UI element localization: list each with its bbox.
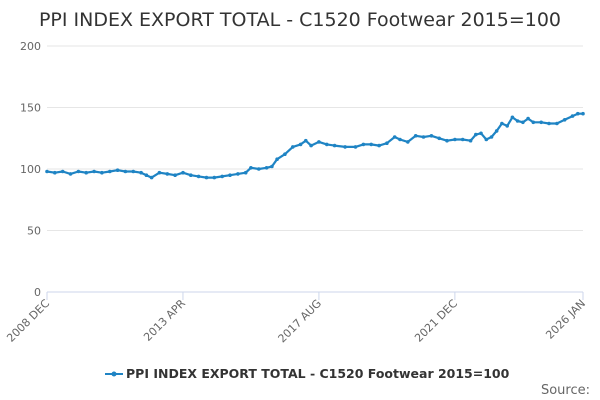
y-tick-label-2: 100 xyxy=(20,163,41,176)
series-group xyxy=(45,111,585,180)
data-point-61[interactable] xyxy=(494,129,499,133)
data-point-52[interactable] xyxy=(437,136,442,141)
data-point-59[interactable] xyxy=(484,137,489,142)
y-axis-ticks: 0 50 100 150 200 xyxy=(20,40,41,299)
data-point-35[interactable] xyxy=(304,138,308,143)
data-point-57[interactable] xyxy=(474,132,478,137)
data-point-19[interactable] xyxy=(189,173,193,177)
data-point-37[interactable] xyxy=(317,140,321,144)
legend[interactable]: PPI INDEX EXPORT TOTAL - C1520 Footwear … xyxy=(105,366,510,381)
data-point-47[interactable] xyxy=(398,137,402,142)
data-point-7[interactable] xyxy=(100,170,104,175)
data-point-73[interactable] xyxy=(570,114,575,118)
data-point-71[interactable] xyxy=(555,121,559,126)
x-tick-label-1: 2013 APR xyxy=(141,297,188,344)
data-point-41[interactable] xyxy=(353,145,358,149)
data-point-10[interactable] xyxy=(123,169,128,174)
data-point-74[interactable] xyxy=(576,111,580,116)
data-point-28[interactable] xyxy=(257,167,261,171)
gridlines xyxy=(47,45,583,231)
data-point-70[interactable] xyxy=(547,121,551,126)
data-point-8[interactable] xyxy=(108,169,112,174)
data-point-2[interactable] xyxy=(60,169,65,174)
source-credit[interactable]: Source: xyxy=(541,383,590,398)
data-point-26[interactable] xyxy=(243,170,248,175)
data-point-42[interactable] xyxy=(361,142,366,147)
data-point-4[interactable] xyxy=(76,169,81,174)
data-point-18[interactable] xyxy=(181,170,185,175)
data-point-5[interactable] xyxy=(84,170,88,175)
data-point-30[interactable] xyxy=(270,164,274,169)
y-tick-label-4: 200 xyxy=(20,40,41,53)
data-point-23[interactable] xyxy=(220,174,224,179)
data-point-1[interactable] xyxy=(53,170,57,175)
data-point-14[interactable] xyxy=(149,175,154,180)
data-point-13[interactable] xyxy=(144,173,149,177)
data-point-58[interactable] xyxy=(479,131,483,136)
x-tick-label-3: 2021 DEC xyxy=(412,297,460,345)
data-point-43[interactable] xyxy=(369,142,374,147)
data-point-12[interactable] xyxy=(139,170,143,175)
data-point-29[interactable] xyxy=(264,166,269,170)
data-point-25[interactable] xyxy=(236,172,240,176)
data-point-53[interactable] xyxy=(445,138,449,143)
data-point-40[interactable] xyxy=(343,145,347,149)
data-point-48[interactable] xyxy=(406,140,410,144)
data-point-39[interactable] xyxy=(332,143,337,148)
data-point-24[interactable] xyxy=(228,173,232,177)
data-point-67[interactable] xyxy=(526,116,530,121)
data-point-21[interactable] xyxy=(204,175,209,180)
y-tick-label-1: 50 xyxy=(27,225,41,238)
data-point-54[interactable] xyxy=(453,137,457,142)
data-point-64[interactable] xyxy=(510,115,515,120)
data-point-69[interactable] xyxy=(539,120,543,125)
data-point-46[interactable] xyxy=(392,135,397,139)
data-point-11[interactable] xyxy=(131,169,136,174)
data-point-15[interactable] xyxy=(157,170,162,175)
legend-marker-symbol xyxy=(111,371,117,377)
data-point-44[interactable] xyxy=(377,143,381,148)
data-point-56[interactable] xyxy=(468,138,473,143)
data-point-66[interactable] xyxy=(521,120,525,125)
x-tick-label-0: 2008 DEC xyxy=(4,297,52,345)
series-line-0[interactable] xyxy=(46,112,583,179)
legend-label: PPI INDEX EXPORT TOTAL - C1520 Footwear … xyxy=(126,366,510,381)
data-point-9[interactable] xyxy=(115,168,120,172)
data-point-17[interactable] xyxy=(173,173,177,177)
data-point-27[interactable] xyxy=(249,166,253,170)
data-point-45[interactable] xyxy=(385,141,389,145)
data-point-63[interactable] xyxy=(505,124,510,128)
chart-title: PPI INDEX EXPORT TOTAL - C1520 Footwear … xyxy=(39,9,561,31)
data-point-49[interactable] xyxy=(413,134,418,138)
data-point-68[interactable] xyxy=(531,120,536,125)
data-point-3[interactable] xyxy=(68,172,73,176)
data-point-22[interactable] xyxy=(212,175,217,180)
data-point-50[interactable] xyxy=(421,135,426,139)
x-tick-label-2: 2017 AUG xyxy=(276,297,325,346)
data-point-16[interactable] xyxy=(165,172,170,176)
data-point-33[interactable] xyxy=(291,145,295,149)
data-point-32[interactable] xyxy=(283,152,287,156)
data-point-20[interactable] xyxy=(196,174,201,179)
data-point-75[interactable] xyxy=(581,111,585,116)
y-tick-label-3: 150 xyxy=(20,102,41,115)
data-point-0[interactable] xyxy=(45,169,49,174)
data-point-34[interactable] xyxy=(298,142,303,147)
data-point-65[interactable] xyxy=(515,119,520,123)
x-axis-ticks: 2008 DEC 2013 APR 2017 AUG 2021 DEC 2026 JAN xyxy=(4,292,588,345)
data-point-72[interactable] xyxy=(562,118,567,122)
x-tick-label-4: 2026 JAN xyxy=(543,297,588,342)
data-point-36[interactable] xyxy=(309,143,313,148)
y-tick-label-0: 0 xyxy=(34,286,41,299)
data-point-60[interactable] xyxy=(489,135,494,139)
data-point-38[interactable] xyxy=(325,142,329,147)
data-point-62[interactable] xyxy=(500,121,504,126)
data-point-51[interactable] xyxy=(429,134,434,138)
data-point-55[interactable] xyxy=(460,137,465,142)
data-point-31[interactable] xyxy=(275,157,279,161)
data-point-6[interactable] xyxy=(92,169,96,174)
